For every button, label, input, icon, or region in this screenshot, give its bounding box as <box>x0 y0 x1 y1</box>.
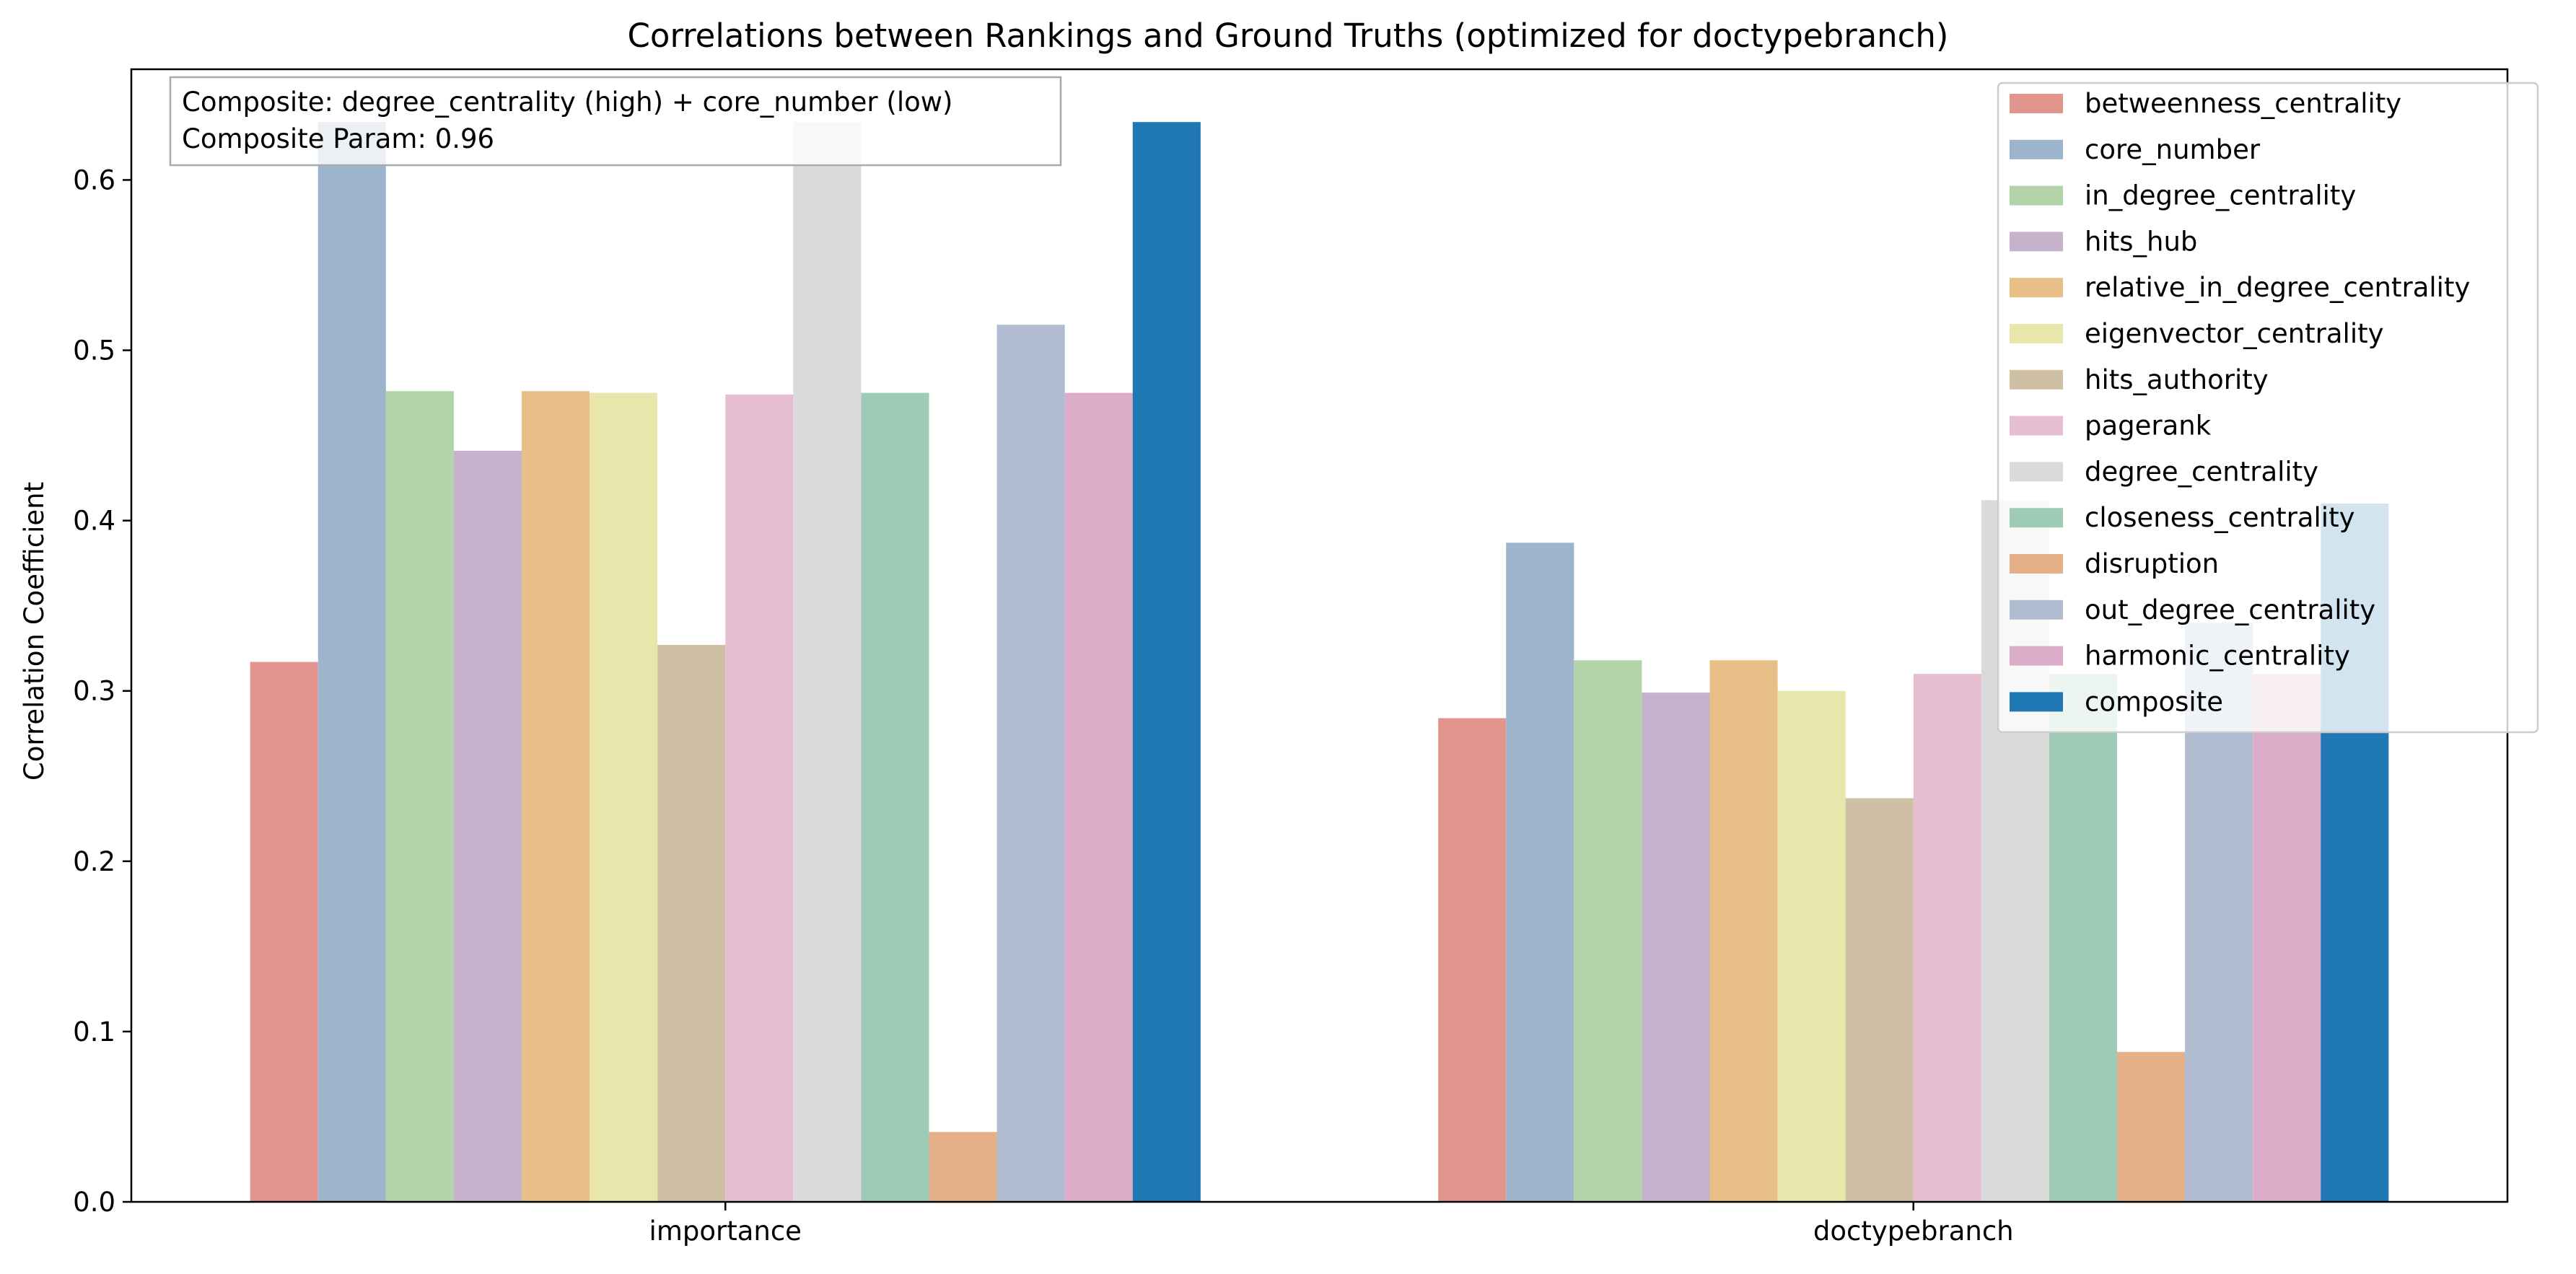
bar-degree_centrality-importance <box>793 122 862 1203</box>
legend-swatch-disruption <box>2010 554 2063 574</box>
y-tick-label: 0.5 <box>73 335 115 366</box>
y-tick-label: 0.2 <box>73 846 115 877</box>
bar-composite-importance <box>1132 122 1201 1203</box>
composite-annotation-line1: Composite: degree_centrality (high) + co… <box>182 87 952 118</box>
legend-swatch-betweenness_centrality <box>2010 94 2063 113</box>
legend-label-closeness_centrality: closeness_centrality <box>2085 502 2354 533</box>
bar-core_number-doctypebranch <box>1506 542 1574 1202</box>
bar-core_number-importance <box>317 122 386 1203</box>
legend-swatch-harmonic_centrality <box>2010 646 2063 666</box>
bars-layer <box>250 122 2389 1203</box>
bar-relative_in_degree_centrality-importance <box>521 391 590 1203</box>
legend-swatch-relative_in_degree_centrality <box>2010 278 2063 298</box>
legend-swatch-out_degree_centrality <box>2010 599 2063 620</box>
y-tick-label: 0.0 <box>73 1187 115 1218</box>
composite-annotation: Composite: degree_centrality (high) + co… <box>169 76 1062 167</box>
bar-closeness_centrality-doctypebranch <box>2049 674 2118 1202</box>
bar-eigenvector_centrality-doctypebranch <box>1777 690 1846 1202</box>
bar-pagerank-importance <box>725 394 794 1203</box>
legend-label-hits_authority: hits_authority <box>2085 364 2269 395</box>
chart-title: Correlations between Rankings and Ground… <box>628 17 1949 55</box>
bar-betweenness_centrality-doctypebranch <box>1438 718 1507 1202</box>
legend-swatch-in_degree_centrality <box>2010 185 2063 206</box>
bar-in_degree_centrality-importance <box>385 391 454 1203</box>
bar-harmonic_centrality-importance <box>1064 392 1133 1202</box>
x-axis-ticks: importance doctypebranch <box>649 1202 2014 1247</box>
bar-betweenness_centrality-importance <box>250 662 318 1202</box>
bar-disruption-importance <box>929 1132 997 1202</box>
bar-relative_in_degree_centrality-doctypebranch <box>1709 660 1778 1202</box>
x-tick-label-importance: importance <box>649 1216 802 1247</box>
y-tick-label: 0.1 <box>73 1016 115 1047</box>
y-tick-label: 0.6 <box>73 164 115 196</box>
y-axis-ticks: 0.0 0.1 0.2 0.3 0.4 0.5 0.6 <box>73 164 131 1218</box>
legend-label-degree_centrality: degree_centrality <box>2085 456 2318 487</box>
bar-closeness_centrality-importance <box>861 392 929 1202</box>
y-axis-title: Correlation Coefficient <box>19 482 50 781</box>
legend-swatch-pagerank <box>2010 416 2063 436</box>
legend-swatch-hits_hub <box>2010 232 2063 252</box>
legend-label-hits_hub: hits_hub <box>2085 226 2197 257</box>
legend-label-in_degree_centrality: in_degree_centrality <box>2085 180 2356 211</box>
legend-label-composite: composite <box>2085 686 2223 717</box>
legend: betweenness_centrality core_number in_degr… <box>1997 82 2539 734</box>
legend-frame <box>1997 82 2539 734</box>
bar-harmonic_centrality-doctypebranch <box>2253 674 2321 1202</box>
bar-in_degree_centrality-doctypebranch <box>1574 660 1642 1202</box>
legend-label-betweenness_centrality: betweenness_centrality <box>2085 88 2401 119</box>
legend-swatch-core_number <box>2010 139 2063 159</box>
bar-hits_authority-importance <box>657 644 726 1202</box>
legend-swatch-composite <box>2010 692 2063 712</box>
legend-label-harmonic_centrality: harmonic_centrality <box>2085 641 2350 672</box>
legend-label-relative_in_degree_centrality: relative_in_degree_centrality <box>2085 272 2470 303</box>
bar-hits_hub-doctypebranch <box>1642 693 1710 1202</box>
bar-pagerank-doctypebranch <box>1913 674 1981 1202</box>
bar-hits_hub-importance <box>453 450 522 1202</box>
legend-label-pagerank: pagerank <box>2085 410 2212 441</box>
composite-annotation-line2: Composite Param: 0.96 <box>182 123 494 154</box>
x-tick-label-doctypebranch: doctypebranch <box>1813 1216 2014 1247</box>
legend-label-eigenvector_centrality: eigenvector_centrality <box>2085 318 2384 349</box>
y-tick-label: 0.3 <box>73 676 115 707</box>
legend-swatch-degree_centrality <box>2010 462 2063 482</box>
bar-out_degree_centrality-importance <box>996 325 1065 1202</box>
bar-eigenvector_centrality-importance <box>590 392 658 1202</box>
legend-swatch-eigenvector_centrality <box>2010 324 2063 343</box>
legend-label-out_degree_centrality: out_degree_centrality <box>2085 594 2375 625</box>
legend-label-disruption: disruption <box>2085 548 2219 579</box>
bar-hits_authority-doctypebranch <box>1845 798 1914 1202</box>
legend-swatch-hits_authority <box>2010 369 2063 390</box>
y-tick-label: 0.4 <box>73 506 115 537</box>
legend-label-core_number: core_number <box>2085 134 2261 165</box>
bar-disruption-doctypebranch <box>2117 1052 2186 1202</box>
legend-swatch-closeness_centrality <box>2010 508 2063 528</box>
